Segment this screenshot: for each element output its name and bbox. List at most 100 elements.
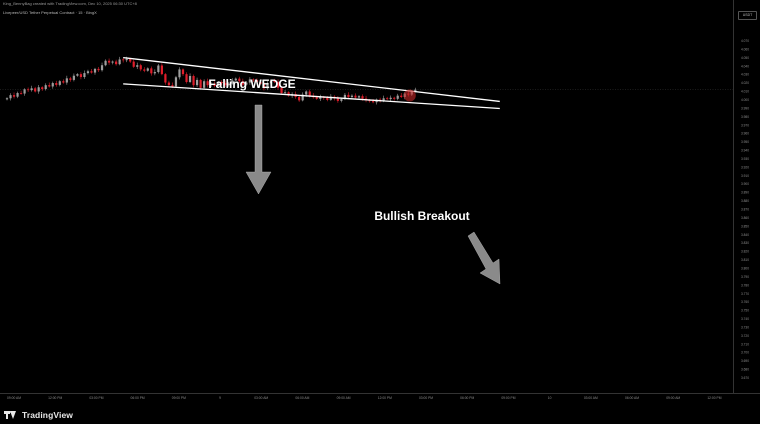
candle-body <box>245 82 248 85</box>
price-tick-label: 3.960 <box>741 132 749 136</box>
price-tick-label: 4.000 <box>741 98 749 102</box>
price-tick-label: 3.760 <box>741 300 749 304</box>
candle-body <box>160 65 163 75</box>
candle-body <box>107 60 111 63</box>
time-tick-label: 09:00 AM <box>666 396 680 400</box>
candle-body <box>192 75 195 86</box>
candle-body <box>86 71 90 74</box>
price-tick-label: 4.040 <box>741 64 749 68</box>
candle-body <box>188 75 192 83</box>
price-tick-label: 3.730 <box>741 325 749 329</box>
candle-body <box>62 81 65 83</box>
candle-body <box>389 97 392 100</box>
price-tick-label: 4.030 <box>741 73 749 77</box>
candle-body <box>287 92 290 96</box>
price-tick-label: 3.810 <box>741 258 749 262</box>
time-axis-divider <box>0 393 760 394</box>
time-tick-label: 06:00 PM <box>460 396 474 400</box>
candle-body <box>273 80 276 83</box>
price-tick-label: 3.990 <box>741 106 749 110</box>
candle-body <box>41 87 44 90</box>
tradingview-logo[interactable]: TradingView <box>4 409 73 421</box>
candle-body <box>178 69 181 78</box>
tradingview-icon <box>4 411 18 419</box>
candle-body <box>129 58 132 62</box>
time-tick-label: 06:00 PM <box>131 396 145 400</box>
time-tick-label: 10 <box>548 396 552 400</box>
candle-body <box>23 89 26 94</box>
candle-body <box>227 83 230 86</box>
candle-body <box>220 82 223 84</box>
candle-body <box>224 83 227 86</box>
candle-body <box>12 95 16 97</box>
candle-body <box>280 87 283 94</box>
candle-body <box>90 71 93 73</box>
price-tick-label: 3.970 <box>741 123 749 127</box>
candle-body <box>382 98 385 101</box>
price-tick-label: 3.770 <box>741 292 749 296</box>
time-tick-label: 9 <box>219 396 221 400</box>
candle-body <box>76 74 79 76</box>
candle-body <box>329 96 332 100</box>
candle-body <box>199 79 202 88</box>
price-axis-divider <box>733 0 734 393</box>
candle-body <box>371 101 375 103</box>
price-tick-label: 3.690 <box>741 359 749 363</box>
time-tick-label: 06:00 AM <box>625 396 639 400</box>
candle-body <box>72 75 75 80</box>
candle-body <box>234 78 237 81</box>
price-tick-label: 3.840 <box>741 233 749 237</box>
candle-body <box>136 65 139 67</box>
currency-badge[interactable]: USDT <box>738 11 757 20</box>
candle-body <box>241 81 244 85</box>
breakout-marker <box>403 89 416 102</box>
candle-body <box>368 100 371 102</box>
symbol-title[interactable]: Livepeer/USD Tether Perpetual Contract ·… <box>3 10 97 15</box>
price-tick-label: 4.060 <box>741 47 749 51</box>
candle-body <box>305 91 308 95</box>
candle-body <box>347 94 350 97</box>
upper-wedge-line <box>123 56 500 103</box>
candle-body <box>143 69 146 71</box>
candle-body <box>30 88 33 91</box>
candle-body <box>139 65 142 70</box>
price-tick-label: 4.050 <box>741 56 749 60</box>
time-tick-label: 09:00 AM <box>337 396 351 400</box>
price-tick-label: 3.820 <box>741 250 749 254</box>
candle-body <box>206 81 209 86</box>
candle-body <box>248 79 251 83</box>
candle-body <box>259 82 262 84</box>
time-tick-label: 09:00 PM <box>501 396 515 400</box>
candle-body <box>185 74 188 83</box>
candle-body <box>298 96 301 101</box>
candle-body <box>343 94 347 100</box>
candle-body <box>125 58 128 61</box>
candle-body <box>104 60 107 66</box>
price-tick-label: 3.830 <box>741 241 749 245</box>
candle-body <box>301 94 304 101</box>
candle-body <box>16 93 19 97</box>
price-tick-label: 3.680 <box>741 368 749 372</box>
price-tick-label: 3.780 <box>741 283 749 287</box>
credit-line: King_BennyBag created with TradingView.c… <box>3 1 137 6</box>
candle-body <box>262 83 266 89</box>
price-tick-label: 4.070 <box>741 39 749 43</box>
candle-body <box>326 98 329 100</box>
price-tick-label: 3.720 <box>741 334 749 338</box>
price-tick-label: 3.870 <box>741 208 749 212</box>
candle-body <box>115 61 118 65</box>
price-tick-label: 3.860 <box>741 216 749 220</box>
candle-body <box>386 98 389 100</box>
candle-body <box>146 68 149 71</box>
candle-body <box>231 80 234 84</box>
candle-body <box>361 96 364 99</box>
down-arrow-icon <box>245 104 272 195</box>
price-tick-label: 3.880 <box>741 199 749 203</box>
candle-body <box>276 82 280 88</box>
candle-body <box>414 89 417 92</box>
candle-body <box>315 97 318 99</box>
candle-body <box>217 82 220 86</box>
candle-body <box>83 73 86 78</box>
